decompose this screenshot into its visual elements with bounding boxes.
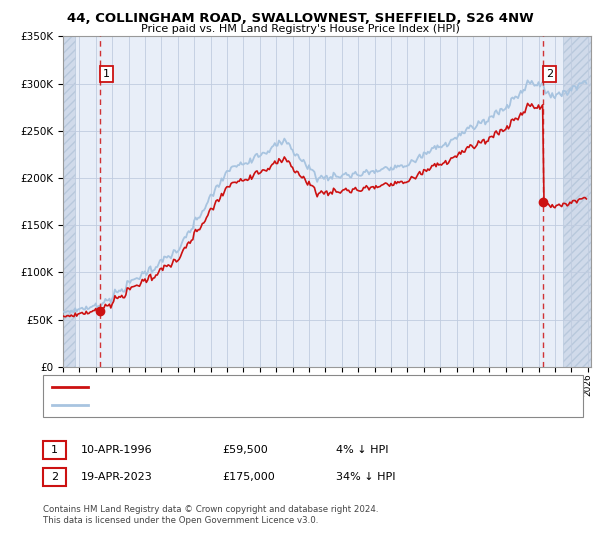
Text: 4% ↓ HPI: 4% ↓ HPI (336, 445, 389, 455)
Text: HPI: Average price, detached house, Rotherham: HPI: Average price, detached house, Roth… (95, 400, 331, 410)
Text: £59,500: £59,500 (222, 445, 268, 455)
Text: Price paid vs. HM Land Registry's House Price Index (HPI): Price paid vs. HM Land Registry's House … (140, 24, 460, 34)
Text: 10-APR-1996: 10-APR-1996 (81, 445, 152, 455)
Text: 1: 1 (103, 69, 110, 79)
Text: Contains HM Land Registry data © Crown copyright and database right 2024.
This d: Contains HM Land Registry data © Crown c… (43, 505, 379, 525)
Text: 19-APR-2023: 19-APR-2023 (81, 472, 153, 482)
Text: 34% ↓ HPI: 34% ↓ HPI (336, 472, 395, 482)
Text: £175,000: £175,000 (222, 472, 275, 482)
Text: 2: 2 (51, 472, 58, 482)
Text: 44, COLLINGHAM ROAD, SWALLOWNEST, SHEFFIELD, S26 4NW: 44, COLLINGHAM ROAD, SWALLOWNEST, SHEFFI… (67, 12, 533, 25)
Text: 1: 1 (51, 445, 58, 455)
Text: 2: 2 (546, 69, 553, 79)
Text: 44, COLLINGHAM ROAD, SWALLOWNEST, SHEFFIELD, S26 4NW (detached house): 44, COLLINGHAM ROAD, SWALLOWNEST, SHEFFI… (95, 382, 492, 392)
